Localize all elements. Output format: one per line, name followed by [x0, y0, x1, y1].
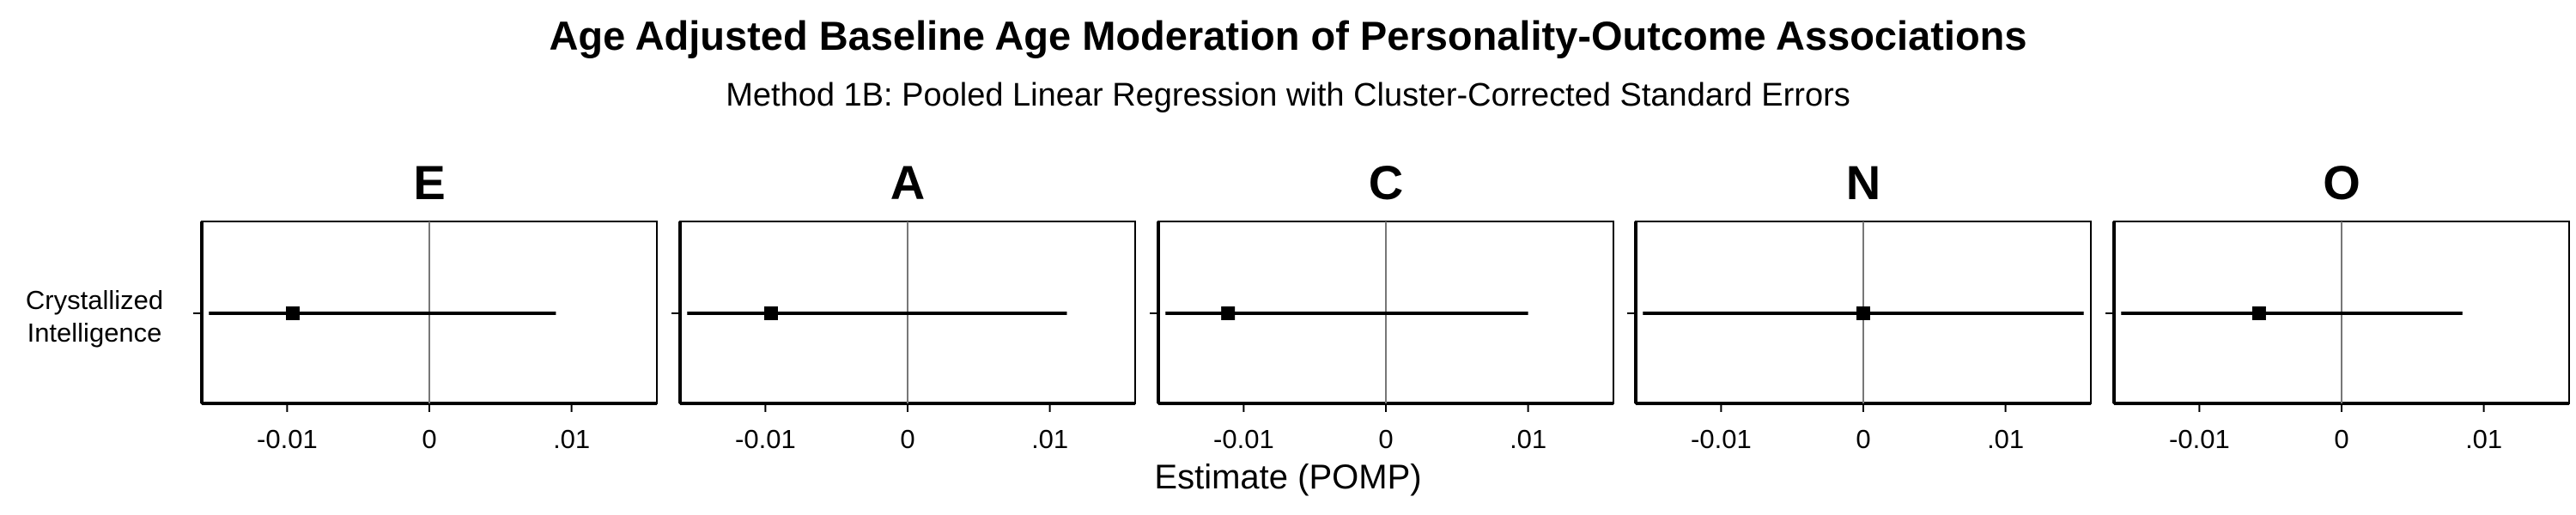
facet-title: E	[413, 155, 445, 209]
chart-subtitle: Method 1B: Pooled Linear Regression with…	[726, 77, 1850, 113]
x-tick-label: -0.01	[1691, 424, 1752, 454]
x-tick-label: .01	[553, 424, 590, 454]
x-tick-label: -0.01	[257, 424, 318, 454]
x-tick-label: 0	[422, 424, 436, 454]
panel-e: E -0.01 0 .01	[193, 155, 658, 454]
facet-title: N	[1846, 155, 1880, 209]
x-tick-label: -0.01	[2169, 424, 2230, 454]
point-estimate	[286, 306, 300, 320]
point-estimate	[1221, 306, 1236, 320]
panel-a: A -0.01 0 .01	[671, 155, 1136, 454]
x-tick-label: -0.01	[735, 424, 796, 454]
x-axis-label: Estimate (POMP)	[1154, 458, 1422, 496]
x-tick-label: 0	[1378, 424, 1393, 454]
x-tick-label: 0	[1856, 424, 1870, 454]
facet-title: A	[890, 155, 925, 209]
chart-title: Age Adjusted Baseline Age Moderation of …	[549, 13, 2027, 58]
panel-n: N -0.01 0 .01	[1627, 155, 2092, 454]
x-tick-label: -0.01	[1213, 424, 1274, 454]
x-tick-label: 0	[900, 424, 914, 454]
point-estimate	[764, 306, 778, 320]
x-tick-label: .01	[1031, 424, 1068, 454]
y-axis-labels: Crystallized Intelligence	[26, 285, 163, 348]
panel-o: O -0.01 0 .01	[2105, 155, 2570, 454]
facet-title: C	[1369, 155, 1403, 209]
x-tick-label: .01	[2465, 424, 2502, 454]
facet-title: O	[2323, 155, 2360, 209]
point-estimate	[2251, 306, 2266, 320]
row-label-line-2: Intelligence	[27, 318, 162, 348]
x-tick-label: .01	[1510, 424, 1546, 454]
x-tick-label: .01	[1987, 424, 2024, 454]
point-estimate	[1856, 306, 1870, 320]
row-label-line-1: Crystallized	[26, 285, 163, 315]
x-tick-label: 0	[2334, 424, 2348, 454]
panel-c: C -0.01 0 .01	[1150, 155, 1614, 454]
